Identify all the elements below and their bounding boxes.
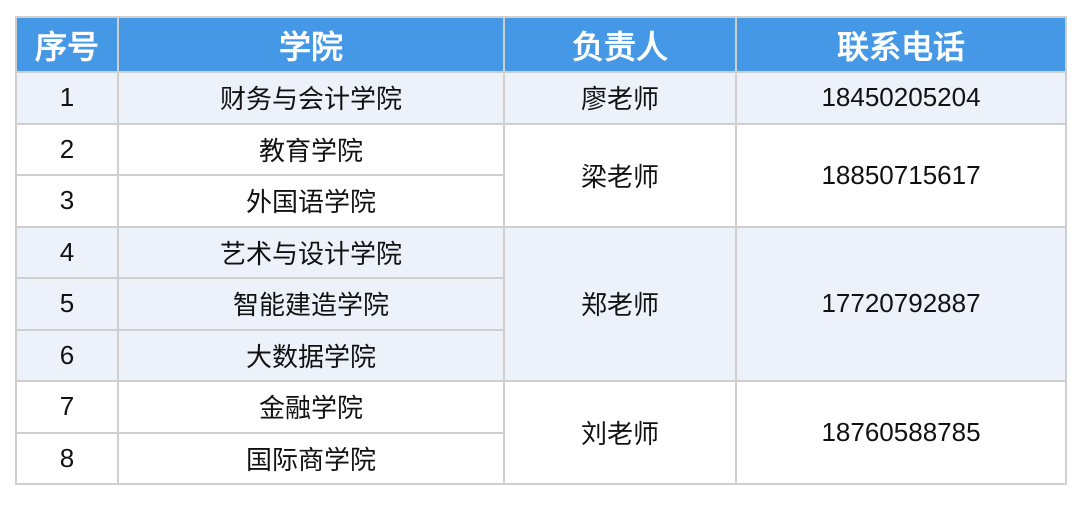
row-no: 8 — [15, 431, 119, 485]
row-no: 5 — [15, 277, 119, 331]
row-no: 3 — [15, 174, 119, 228]
header-person: 负责人 — [503, 16, 737, 73]
row-college: 艺术与设计学院 — [117, 225, 505, 279]
row-college: 财务与会计学院 — [117, 71, 505, 125]
row-no: 4 — [15, 225, 119, 279]
header-phone: 联系电话 — [735, 16, 1067, 73]
row-person: 郑老师 — [503, 225, 737, 382]
table-row: 8 国际商学院 — [15, 431, 1066, 485]
row-phone: 18450205204 — [735, 71, 1067, 125]
row-phone: 17720792887 — [735, 225, 1067, 382]
row-no: 7 — [15, 380, 119, 434]
row-college: 金融学院 — [117, 380, 505, 434]
contact-table: 序号 学院 负责人 联系电话 1 财务与会计学院 廖老师 18450205204… — [15, 16, 1067, 485]
row-no: 2 — [15, 122, 119, 176]
table-row: 2 教育学院 梁老师 18850715617 — [15, 122, 1067, 228]
row-no: 1 — [15, 71, 119, 125]
table-row: 1 财务与会计学院 廖老师 18450205204 — [15, 71, 1067, 125]
row-person: 廖老师 — [503, 71, 737, 125]
header-college: 学院 — [117, 16, 505, 73]
row-person: 刘老师 — [503, 380, 737, 485]
row-college: 教育学院 — [117, 122, 505, 176]
row-no: 6 — [15, 328, 119, 382]
row-person: 梁老师 — [503, 122, 737, 228]
row-college: 大数据学院 — [117, 328, 505, 382]
row-college: 国际商学院 — [117, 431, 505, 485]
header-row: 序号 学院 负责人 联系电话 — [15, 16, 1067, 73]
table-row: 7 金融学院 刘老师 18760588785 — [15, 380, 1067, 485]
row-college: 外国语学院 — [117, 174, 505, 228]
row-phone: 18850715617 — [735, 122, 1067, 228]
header-no: 序号 — [15, 16, 119, 73]
table-row: 3 外国语学院 — [15, 174, 1066, 228]
table-row: 4 艺术与设计学院 郑老师 17720792887 — [15, 225, 1067, 382]
row-college: 智能建造学院 — [117, 277, 505, 331]
row-phone: 18760588785 — [735, 380, 1067, 485]
